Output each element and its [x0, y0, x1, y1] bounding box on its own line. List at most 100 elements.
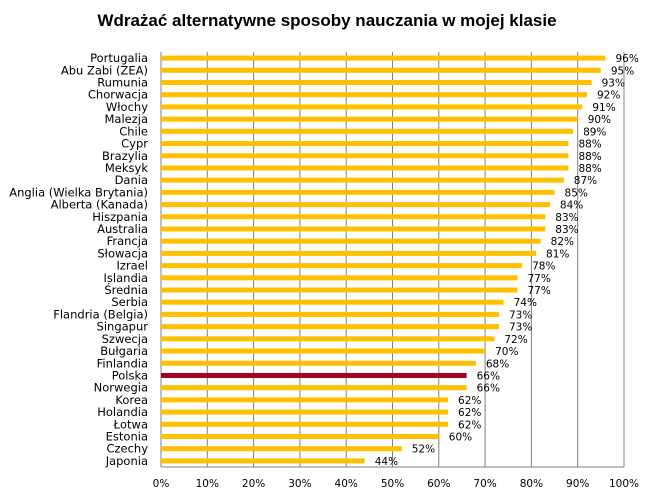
value-label: 44%	[375, 456, 398, 468]
x-tick-label: 100%	[609, 478, 639, 490]
value-label: 74%	[514, 297, 537, 309]
bar-19	[161, 287, 518, 293]
bar-0	[161, 55, 606, 61]
category-label: Izrael	[117, 259, 148, 273]
x-tick-label: 30%	[288, 478, 311, 490]
category-label: Norwegia	[94, 381, 148, 395]
bar-2	[161, 80, 592, 86]
x-tick-label: 70%	[473, 478, 496, 490]
category-label: Chile	[119, 124, 148, 138]
category-label: Alberta (Kanada)	[51, 198, 148, 212]
category-label: Szwecja	[102, 332, 148, 346]
category-label: Dania	[115, 173, 148, 187]
category-label: Finlandia	[97, 356, 148, 370]
value-label: 78%	[532, 261, 555, 273]
category-label: Słowacja	[97, 246, 148, 260]
value-label: 95%	[611, 65, 634, 77]
value-label: 52%	[412, 444, 435, 456]
bar-33	[161, 458, 365, 464]
category-label: Czechy	[106, 442, 148, 456]
bar-20	[161, 299, 504, 305]
value-label: 83%	[555, 224, 578, 236]
x-tick-labels: 0% 10% 20% 30% 40% 50% 60% 70% 80% 90% 100%	[153, 478, 639, 490]
value-label: 88%	[578, 163, 601, 175]
category-label: Łotwa	[113, 417, 148, 431]
bar-14	[161, 226, 546, 232]
x-tick-label: 50%	[381, 478, 404, 490]
bar-15	[161, 238, 541, 244]
category-label: Polska	[112, 368, 148, 382]
value-label: 92%	[597, 90, 620, 102]
category-label: Australia	[97, 222, 148, 236]
bar-27	[161, 385, 467, 391]
value-label: 66%	[477, 370, 500, 382]
x-tick-label: 80%	[520, 478, 543, 490]
bar-21	[161, 311, 499, 317]
value-label: 62%	[458, 407, 481, 419]
value-label: 87%	[574, 175, 597, 187]
category-label: Islandia	[104, 271, 148, 285]
bar-22	[161, 324, 499, 330]
category-label: Brazylia	[102, 149, 148, 163]
value-labels: 96%95%93%92%91%90%89%88%88%88%87%85%84%8…	[375, 53, 639, 468]
category-label: Holandia	[97, 405, 148, 419]
bar-13	[161, 214, 546, 220]
value-label: 82%	[551, 236, 574, 248]
value-label: 77%	[528, 273, 551, 285]
category-label: Anglia (Wielka Brytania)	[9, 185, 148, 199]
category-label: Włochy	[106, 100, 148, 114]
bar-11	[161, 189, 555, 195]
category-label: Malezja	[104, 112, 148, 126]
bar-1	[161, 67, 601, 73]
bar-6	[161, 128, 574, 134]
value-label: 85%	[565, 187, 588, 199]
value-label: 90%	[588, 114, 611, 126]
bar-32	[161, 446, 402, 452]
value-label: 77%	[528, 285, 551, 297]
bar-8	[161, 153, 569, 159]
value-label: 88%	[578, 151, 601, 163]
bar-7	[161, 141, 569, 147]
bar-25	[161, 360, 476, 366]
category-label: Rumunia	[97, 76, 148, 90]
category-label: Meksyk	[105, 161, 148, 175]
value-label: 88%	[578, 139, 601, 151]
bar-10	[161, 177, 564, 183]
value-label: 89%	[583, 126, 606, 138]
x-tick-label: 40%	[335, 478, 358, 490]
x-tick-label: 60%	[427, 478, 450, 490]
category-label: Średnia	[104, 282, 148, 297]
bar-24	[161, 348, 486, 354]
category-label: Singapur	[97, 320, 149, 334]
value-label: 73%	[509, 322, 532, 334]
category-label: Francja	[107, 234, 148, 248]
category-label: Chorwacja	[88, 88, 148, 102]
value-label: 84%	[560, 200, 583, 212]
bar-23	[161, 336, 495, 342]
bar-3	[161, 92, 587, 98]
x-tick-label: 20%	[242, 478, 265, 490]
value-label: 83%	[555, 212, 578, 224]
x-tick-label: 90%	[566, 478, 589, 490]
category-label: Serbia	[111, 295, 148, 309]
category-label: Portugalia	[90, 51, 148, 65]
bar-18	[161, 275, 518, 281]
x-tick-label: 0%	[153, 478, 170, 490]
value-label: 72%	[504, 334, 527, 346]
bar-28	[161, 397, 449, 403]
category-label: Flandria (Belgia)	[53, 307, 148, 321]
bar-4	[161, 104, 583, 110]
value-label: 70%	[495, 346, 518, 358]
category-label: Estonia	[106, 429, 148, 443]
category-label: Hiszpania	[92, 210, 148, 224]
bar-17	[161, 263, 523, 269]
value-label: 73%	[509, 309, 532, 321]
bar-12	[161, 202, 550, 208]
value-label: 62%	[458, 419, 481, 431]
bar-30	[161, 421, 449, 427]
bar-9	[161, 165, 569, 171]
value-label: 96%	[615, 53, 638, 65]
bars	[161, 55, 606, 464]
